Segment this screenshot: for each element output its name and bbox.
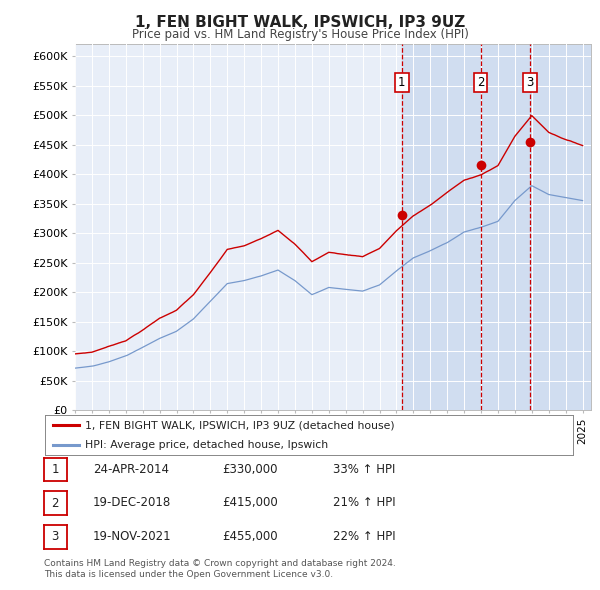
Text: 2: 2 [52, 497, 59, 510]
Text: 21% ↑ HPI: 21% ↑ HPI [333, 496, 395, 509]
Text: HPI: Average price, detached house, Ipswich: HPI: Average price, detached house, Ipsw… [85, 441, 328, 450]
Text: £455,000: £455,000 [222, 530, 278, 543]
Text: £330,000: £330,000 [222, 463, 277, 476]
Text: £415,000: £415,000 [222, 496, 278, 509]
Text: 24-APR-2014: 24-APR-2014 [93, 463, 169, 476]
Text: 3: 3 [526, 76, 533, 89]
Text: 22% ↑ HPI: 22% ↑ HPI [333, 530, 395, 543]
Text: 19-DEC-2018: 19-DEC-2018 [93, 496, 171, 509]
Text: 2: 2 [477, 76, 484, 89]
Bar [402, 44, 600, 410]
Text: 19-NOV-2021: 19-NOV-2021 [93, 530, 172, 543]
Text: 1, FEN BIGHT WALK, IPSWICH, IP3 9UZ: 1, FEN BIGHT WALK, IPSWICH, IP3 9UZ [135, 15, 465, 30]
Text: 1: 1 [398, 76, 406, 89]
Text: 33% ↑ HPI: 33% ↑ HPI [333, 463, 395, 476]
Text: Contains HM Land Registry data © Crown copyright and database right 2024.
This d: Contains HM Land Registry data © Crown c… [44, 559, 395, 579]
Text: 3: 3 [52, 530, 59, 543]
Text: 1, FEN BIGHT WALK, IPSWICH, IP3 9UZ (detached house): 1, FEN BIGHT WALK, IPSWICH, IP3 9UZ (det… [85, 421, 394, 430]
Text: 1: 1 [52, 463, 59, 476]
Text: Price paid vs. HM Land Registry's House Price Index (HPI): Price paid vs. HM Land Registry's House … [131, 28, 469, 41]
